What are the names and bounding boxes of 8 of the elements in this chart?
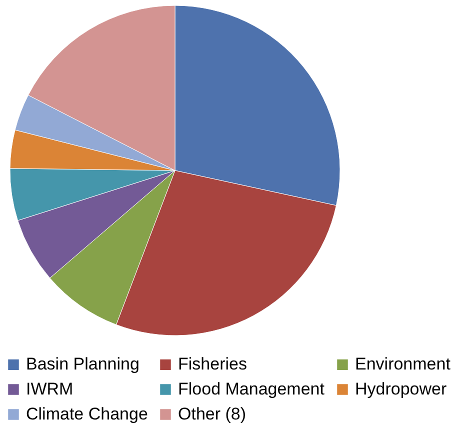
legend-label: Climate Change <box>26 404 148 424</box>
legend-label: Environment <box>355 354 451 374</box>
legend-label: Flood Management <box>178 380 325 398</box>
legend-label: Basin Planning <box>26 354 140 374</box>
legend-label: Other (8) <box>178 404 246 424</box>
legend-label: Hydropower <box>355 380 447 398</box>
legend-label: Fisheries <box>178 354 247 374</box>
legend-label: IWRM <box>26 380 74 398</box>
